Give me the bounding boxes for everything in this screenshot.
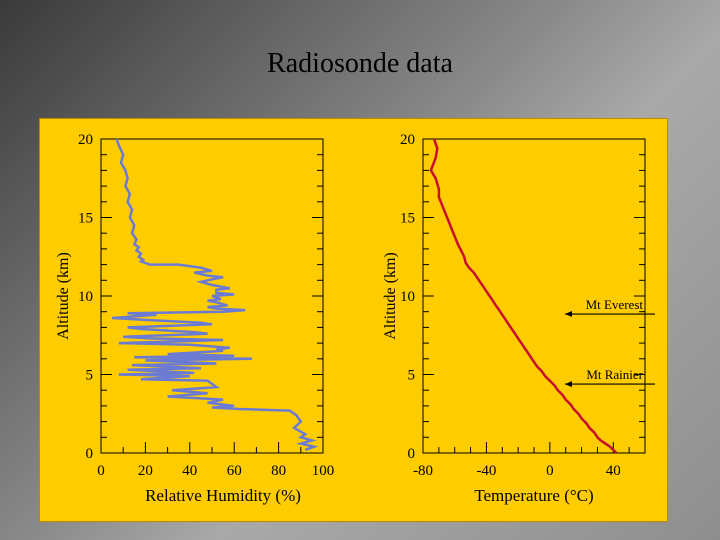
humidity-series-line bbox=[112, 138, 319, 452]
temperature-plot-frame bbox=[422, 138, 646, 454]
temperature-y-axis-label: Altitude (km) bbox=[382, 252, 399, 340]
temperature-ticks bbox=[422, 138, 646, 454]
annotation-label: Mt Everest bbox=[586, 297, 644, 312]
humidity-y-tick-label: 20 bbox=[78, 132, 93, 148]
temperature-y-tick-label: 15 bbox=[400, 211, 415, 227]
annotation-arrowhead bbox=[565, 381, 572, 388]
annotation-label: Mt Rainier bbox=[586, 367, 643, 382]
temperature-x-tick-label: -80 bbox=[413, 463, 433, 479]
mountain-annotations: Mt Everest Mt Rainier bbox=[565, 297, 655, 388]
humidity-x-tick-label: 60 bbox=[227, 463, 242, 479]
humidity-x-tick-label: 80 bbox=[271, 463, 286, 479]
temperature-x-tick-label: 0 bbox=[546, 463, 554, 479]
slide-title: Radiosonde data bbox=[267, 48, 453, 79]
temperature-x-tick-labels: -80 -40 0 40 bbox=[413, 463, 621, 479]
temperature-series-line bbox=[429, 138, 618, 454]
humidity-ticks bbox=[100, 138, 324, 454]
humidity-x-axis-label: Relative Humidity (%) bbox=[145, 486, 301, 505]
temperature-x-axis-label: Temperature (°C) bbox=[474, 486, 593, 505]
humidity-x-tick-label: 20 bbox=[138, 463, 153, 479]
humidity-x-tick-label: 0 bbox=[97, 463, 105, 479]
temperature-x-tick-label: -40 bbox=[476, 463, 496, 479]
humidity-y-tick-label: 10 bbox=[78, 289, 93, 305]
humidity-x-tick-labels: 0 20 40 60 80 100 bbox=[97, 463, 334, 479]
chart-panel: 0 5 10 15 20 0 20 40 60 80 100 Relative Humidity … bbox=[39, 118, 668, 522]
humidity-y-tick-label: 5 bbox=[86, 368, 94, 384]
temperature-y-tick-labels: 0 5 10 15 20 bbox=[400, 132, 415, 462]
humidity-chart: 0 5 10 15 20 0 20 40 60 80 100 Relative Humidity … bbox=[55, 132, 334, 505]
humidity-y-tick-label: 0 bbox=[86, 446, 94, 462]
temperature-y-tick-label: 5 bbox=[408, 368, 416, 384]
humidity-x-tick-label: 100 bbox=[312, 463, 335, 479]
annotation-arrowhead bbox=[565, 311, 572, 318]
temperature-y-tick-label: 10 bbox=[400, 289, 415, 305]
humidity-y-axis-label: Altitude (km) bbox=[55, 252, 72, 340]
humidity-x-tick-label: 40 bbox=[182, 463, 197, 479]
humidity-y-tick-label: 15 bbox=[78, 211, 93, 227]
humidity-y-tick-labels: 0 5 10 15 20 bbox=[78, 132, 93, 462]
temperature-x-tick-label: 40 bbox=[606, 463, 621, 479]
temperature-y-tick-label: 0 bbox=[408, 446, 416, 462]
temperature-y-tick-label: 20 bbox=[400, 132, 415, 148]
